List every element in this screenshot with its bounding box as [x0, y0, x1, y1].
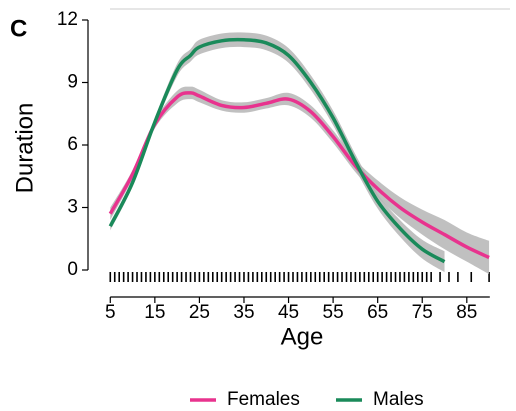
x-tick-label: 25 — [189, 302, 210, 323]
y-axis-label: Duration — [11, 103, 38, 194]
series-line — [108, 91, 490, 260]
x-tick-label: 75 — [412, 302, 433, 323]
y-tick-label: 12 — [57, 9, 78, 30]
legend-label: Males — [373, 389, 424, 410]
y-tick-label: 6 — [67, 134, 78, 155]
panel-label: C — [10, 15, 27, 42]
x-tick-label: 45 — [278, 302, 299, 323]
x-tick-label: 35 — [233, 302, 254, 323]
x-axis-label: Age — [281, 323, 324, 350]
x-tick-label: 65 — [367, 302, 388, 323]
y-tick-label: 3 — [67, 197, 78, 218]
x-tick-label: 5 — [105, 302, 116, 323]
y-tick-label: 0 — [67, 259, 78, 280]
x-tick-label: 55 — [323, 302, 344, 323]
y-tick-label: 9 — [67, 72, 78, 93]
confidence-band — [110, 32, 445, 273]
series-line — [108, 37, 446, 264]
x-tick-label: 85 — [456, 302, 477, 323]
legend-label: Females — [227, 389, 300, 410]
x-tick-label: 15 — [144, 302, 165, 323]
